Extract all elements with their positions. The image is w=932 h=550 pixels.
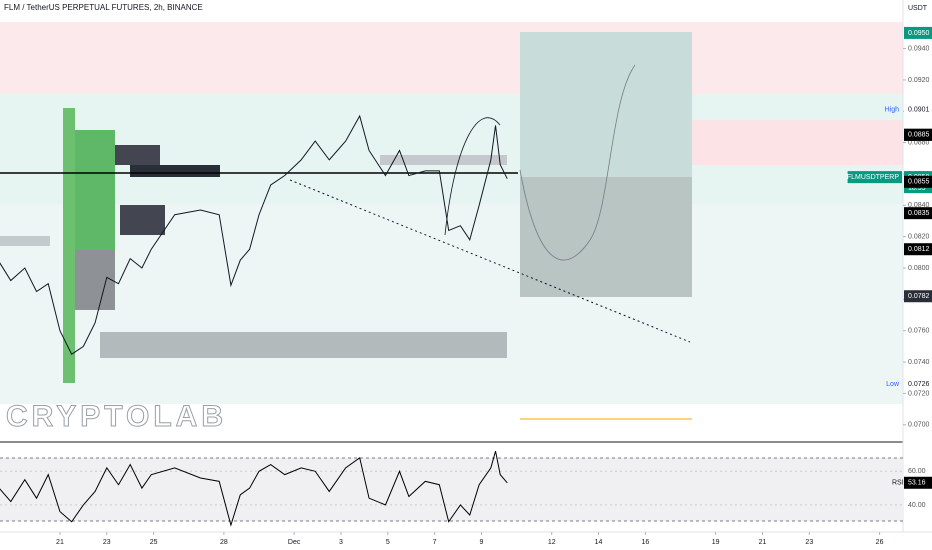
badge-note-box — [847, 171, 902, 184]
x-tick-label: 21 — [56, 539, 64, 546]
badge-box — [904, 103, 932, 116]
x-tick-label: 16 — [642, 539, 650, 546]
price-badge: 0.0812 — [904, 243, 932, 256]
y-tick-label: 40.00 — [908, 502, 926, 509]
vp-bar — [75, 130, 115, 250]
value-badge — [904, 476, 932, 489]
countdown: 18:55 — [908, 185, 926, 192]
vp-bar — [63, 108, 75, 383]
countdown-box — [904, 183, 932, 194]
order-block — [0, 236, 50, 246]
y-tick-label: 0.0880 — [908, 139, 930, 146]
target-box — [520, 32, 692, 177]
badge-label: 0.0812 — [908, 246, 930, 253]
badge-label: 0.0901 — [908, 107, 930, 114]
x-tick-label: 23 — [103, 539, 111, 546]
order-block — [380, 155, 507, 165]
badge-box — [904, 128, 932, 141]
zone — [0, 204, 903, 404]
axis-unit: USDT — [908, 5, 928, 12]
series-line — [0, 114, 508, 355]
supply-zone — [0, 22, 903, 94]
y-tick-label: 0.0700 — [908, 422, 930, 429]
y-tick-label: 0.0920 — [908, 77, 930, 84]
badge-box — [904, 207, 932, 220]
y-tick-label: 0.0720 — [908, 390, 930, 397]
x-tick-label: 28 — [220, 539, 228, 546]
x-tick-label: 5 — [386, 539, 390, 546]
y-tick-label: 0.0800 — [908, 265, 930, 272]
x-tick-label: 12 — [548, 539, 556, 546]
vp-bar — [75, 250, 115, 310]
x-tick-label: Dec — [288, 539, 301, 546]
badge-note: High — [885, 107, 900, 114]
x-tick-label: 25 — [150, 539, 158, 546]
badge-note: Low — [886, 381, 900, 388]
rsi-band — [0, 458, 903, 521]
series-line — [0, 450, 508, 527]
volume-profile — [63, 108, 220, 383]
projection — [444, 117, 501, 236]
badge-box — [904, 243, 932, 256]
x-tick-label: 19 — [712, 539, 720, 546]
badge-note: FLMUSDTPERP — [847, 174, 899, 181]
price-badge: 0.0885 — [904, 128, 932, 141]
value-label: 53.16 — [908, 480, 926, 487]
price-badge: 0.0835 — [904, 207, 932, 220]
badge-label: 0.0885 — [908, 132, 930, 139]
stop-box — [520, 177, 692, 297]
price-badge: 0.0950 — [904, 26, 932, 39]
price-badge: 0.0901 High — [885, 103, 932, 116]
x-tick-label: 23 — [805, 539, 813, 546]
badge-label: 0.0835 — [908, 210, 930, 217]
y-tick-label: 0.0820 — [908, 234, 930, 241]
y-tick-label: 0.0740 — [908, 359, 930, 366]
chart-title: FLM / TetherUS PERPETUAL FUTURES, 2h, BI… — [4, 3, 203, 12]
trendline — [289, 179, 691, 343]
vp-bar — [130, 165, 220, 177]
badge-label: 0.0855 — [908, 179, 930, 186]
x-tick-label: 9 — [480, 539, 484, 546]
badge-label: 0.0950 — [908, 30, 930, 37]
vp-bar — [120, 205, 165, 235]
x-tick-label: 3 — [339, 539, 343, 546]
watermark: CRYPTOLAB — [6, 400, 227, 433]
y-tick-label: 0.0760 — [908, 328, 930, 335]
y-tick-label: 0.0940 — [908, 45, 930, 52]
x-tick-label: 7 — [433, 539, 437, 546]
price-badge: 0.0855 — [904, 175, 932, 188]
badge-label: 0.0782 — [908, 293, 930, 300]
x-tick-label: 26 — [876, 539, 884, 546]
y-tick-label: 0.0840 — [908, 202, 930, 209]
zones — [0, 22, 903, 404]
price-badge: 0.0782 — [904, 290, 932, 303]
x-tick-label: 14 — [595, 539, 603, 546]
projection — [519, 64, 636, 261]
badge-box — [904, 290, 932, 303]
badge-box — [904, 26, 932, 39]
y-tick-label: 60.00 — [908, 468, 926, 475]
series-name: RSI — [892, 480, 904, 487]
badge-box — [904, 175, 932, 188]
x-tick-label: 21 — [759, 539, 767, 546]
badge-box — [904, 378, 932, 391]
price-badge: 0.0726 Low — [886, 378, 932, 391]
badge-label: 0.0726 — [908, 381, 930, 388]
vp-bar — [115, 145, 160, 165]
order-block — [100, 332, 507, 358]
